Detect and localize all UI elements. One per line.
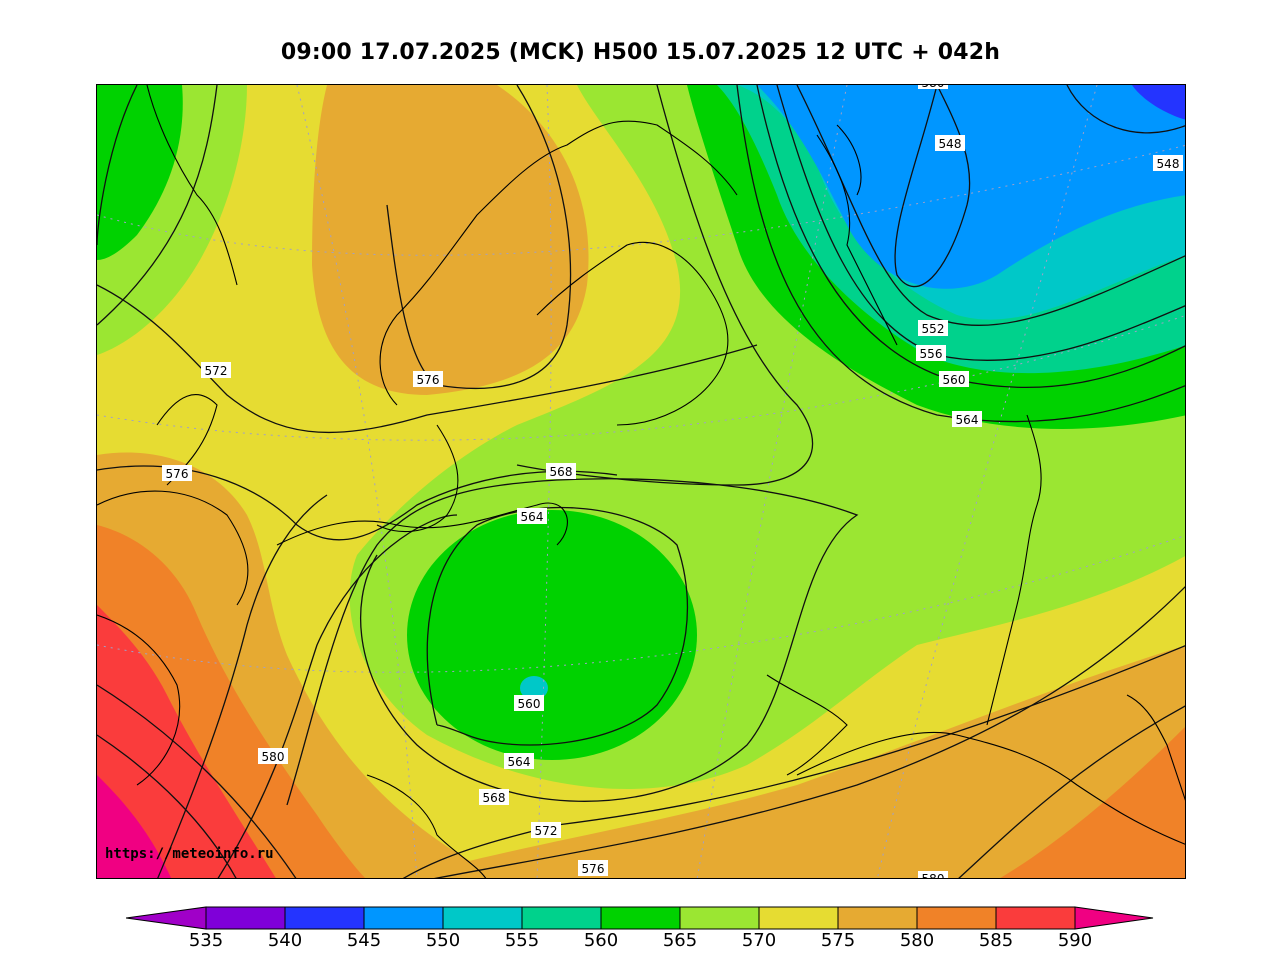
- iso-label-564-low: 564: [508, 755, 531, 769]
- geopotential-map: 548 548 552 556 560 564 568 564 560 564 …: [96, 84, 1186, 879]
- colorbar-tick-label: 590: [1057, 930, 1093, 951]
- fill-575-580-scandinavia: [312, 85, 589, 395]
- iso-label-580-se: 580: [922, 872, 945, 879]
- colorbar-segment: [442, 906, 523, 930]
- colorbar-tick-label: 560: [583, 930, 619, 951]
- colorbar-tick-label: 575: [820, 930, 856, 951]
- fill-585-590-sw: [97, 605, 276, 878]
- colorbar-segment: [284, 906, 365, 930]
- iso-label-560-ne: 560: [943, 373, 966, 387]
- watermark-url: https://meteoinfo.ru: [105, 846, 274, 862]
- colorbar-tick-label: 540: [267, 930, 303, 951]
- fill-540-545-ne: [1132, 85, 1185, 120]
- colorbar-tick-label: 555: [504, 930, 540, 951]
- colorbar-segment: [521, 906, 602, 930]
- isohypses: [97, 85, 1185, 878]
- colorbar-tick-label: 580: [899, 930, 935, 951]
- colorbar-under-arrow: [125, 906, 207, 930]
- fill-575-580-se: [404, 645, 1185, 878]
- colorbar-segment: [600, 906, 681, 930]
- fill-580-585-se: [1000, 726, 1185, 878]
- colorbar-tick-label: 585: [978, 930, 1014, 951]
- colorbar-tick-label: 570: [741, 930, 777, 951]
- iso-label-564-ne: 564: [956, 413, 979, 427]
- colorbar-segment: [916, 906, 997, 930]
- fill-555-560-low: [520, 676, 548, 700]
- isohypse-labels: 548 548 552 556 560 564 568 564 560 564 …: [162, 85, 1183, 879]
- iso-label-572-nw: 572: [205, 364, 228, 378]
- colorbar-over-arrow: [1074, 906, 1154, 930]
- iso-label-548-b: 548: [1157, 157, 1180, 171]
- colorbar-segment: [995, 906, 1076, 930]
- colorbar-segments: [125, 906, 1154, 930]
- fill-545-550-ne: [757, 85, 1185, 289]
- iso-label-560-low: 560: [518, 697, 541, 711]
- colorbar-segment: [205, 906, 286, 930]
- fill-560-565-low: [407, 510, 697, 760]
- iso-label-top-cut: 580: [922, 85, 945, 90]
- colorbar-segment: [363, 906, 444, 930]
- iso-label-548-a: 548: [939, 137, 962, 151]
- colorbar-tick-label: 545: [346, 930, 382, 951]
- iso-label-572-south: 572: [535, 824, 558, 838]
- colorbar-segment: [679, 906, 760, 930]
- map-title: 09:00 17.07.2025 (MCK) H500 15.07.2025 1…: [280, 40, 1001, 65]
- colorbar-tick-label: 550: [425, 930, 461, 951]
- iso-label-564-center: 564: [521, 510, 544, 524]
- iso-label-576-scandinavia: 576: [417, 373, 440, 387]
- iso-label-552: 552: [922, 322, 945, 336]
- colorbar: [125, 905, 1156, 935]
- iso-label-556: 556: [920, 347, 943, 361]
- iso-label-580-west: 580: [262, 750, 285, 764]
- colorbar-tick-label: 565: [662, 930, 698, 951]
- iso-label-568-center: 568: [550, 465, 573, 479]
- colorbar-tick-label: 535: [188, 930, 224, 951]
- iso-label-568-low: 568: [483, 791, 506, 805]
- colorbar-segment: [758, 906, 839, 930]
- iso-label-576-south: 576: [582, 862, 605, 876]
- colorbar-segment: [837, 906, 918, 930]
- fill-590-sw: [97, 775, 172, 878]
- coastlines: [97, 85, 1185, 878]
- iso-label-576-west: 576: [166, 467, 189, 481]
